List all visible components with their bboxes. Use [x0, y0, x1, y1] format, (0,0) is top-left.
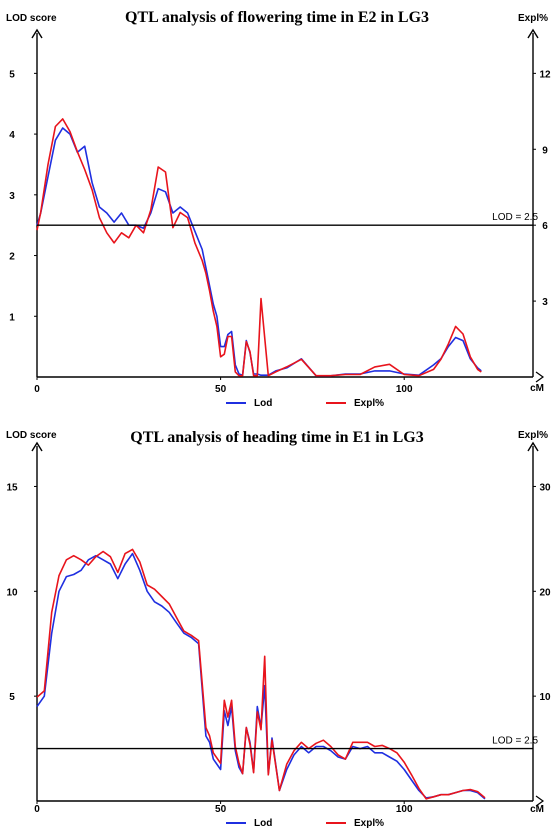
- x-axis-title: cM: [530, 383, 544, 394]
- threshold-label: LOD = 2.5: [492, 212, 538, 223]
- y-axis-left-arrow: [31, 441, 43, 452]
- series-line-expl: [36, 548, 486, 800]
- x-tick-label: 50: [215, 804, 227, 815]
- y-tick-right-label: 10: [539, 692, 551, 703]
- threshold-label: LOD = 2.5: [492, 736, 538, 747]
- y-axis-title-left: LOD score: [6, 430, 57, 441]
- y-tick-right-label: 6: [542, 221, 548, 232]
- x-tick-label: 0: [34, 384, 40, 395]
- x-axis-arrow: [535, 371, 545, 383]
- y-tick-right-label: 9: [542, 145, 548, 156]
- y-tick-right-label: 20: [539, 587, 551, 598]
- y-tick-right-label: 3: [542, 297, 548, 308]
- chart-title: QTL analysis of heading time in E1 in LG…: [130, 429, 423, 446]
- chart-heading-time-svg: QTL analysis of heading time in E1 in LG…: [6, 429, 551, 829]
- x-tick-label: 0: [34, 804, 40, 815]
- series-line-expl: [36, 118, 482, 377]
- x-tick-label: 100: [396, 804, 413, 815]
- y-tick-left-label: 5: [9, 692, 15, 703]
- y-tick-right-label: 30: [539, 482, 551, 493]
- y-tick-left-label: 1: [9, 312, 15, 323]
- y-tick-left-label: 10: [6, 587, 18, 598]
- legend-label-expl: Expl%: [354, 398, 384, 409]
- y-tick-left-label: 3: [9, 191, 15, 202]
- legend-label-expl: Expl%: [354, 818, 384, 829]
- series-line-lod: [36, 552, 486, 800]
- y-tick-left-label: 5: [9, 69, 15, 80]
- y-axis-title-right: Expl%: [518, 430, 548, 441]
- y-axis-left-arrow: [31, 28, 43, 39]
- x-tick-label: 50: [215, 384, 227, 395]
- chart-panel-heading: QTL analysis of heading time in E1 in LG…: [0, 416, 554, 831]
- chart-title: QTL analysis of flowering time in E2 in …: [125, 9, 429, 26]
- y-axis-right-arrow: [527, 441, 539, 452]
- x-axis-title: cM: [530, 804, 544, 815]
- chart-panel-flowering: QTL analysis of flowering time in E2 in …: [6, 9, 551, 409]
- y-axis-title-right: Expl%: [518, 13, 548, 24]
- y-tick-left-label: 2: [9, 252, 15, 263]
- y-axis-title-left: LOD score: [6, 13, 57, 24]
- y-tick-left-label: 15: [6, 482, 18, 493]
- series-line-lod: [36, 127, 482, 377]
- x-axis-arrow: [535, 795, 545, 807]
- y-tick-left-label: 4: [9, 130, 15, 141]
- y-axis-right-arrow: [527, 28, 539, 39]
- legend-label-lod: Lod: [254, 398, 272, 409]
- y-tick-right-label: 12: [539, 69, 551, 80]
- x-tick-label: 100: [396, 384, 413, 395]
- chart-flowering-time-svg: QTL analysis of flowering time in E2 in …: [6, 9, 551, 409]
- legend-label-lod: Lod: [254, 818, 272, 829]
